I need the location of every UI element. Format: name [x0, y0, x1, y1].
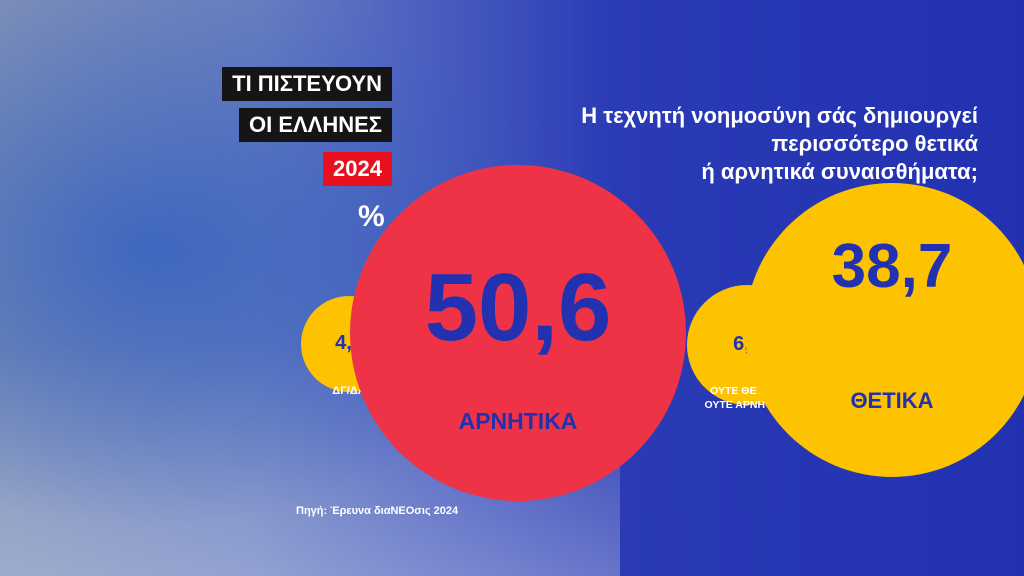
year-badge: 2024: [323, 152, 392, 186]
category-label-negative: ΑΡΝΗΤΙΚΑ: [458, 408, 578, 434]
question-line: ή αρνητικά συναισθήματα;: [701, 159, 978, 184]
category-label-dkna: ΔΓ/ΔΑ: [332, 385, 366, 397]
value-label: 50,6: [424, 254, 612, 361]
source-note: Πηγή: Έρευνα διαΝΕΟσις 2024: [296, 505, 459, 517]
bubble-negative: 50,6: [350, 165, 686, 501]
question-text: Η τεχνητή νοημοσύνη σάς δημιουργεί περισ…: [581, 102, 978, 186]
question-line: Η τεχνητή νοημοσύνη σάς δημιουργεί: [581, 103, 978, 128]
title-tag-line1: ΤΙ ΠΙΣΤΕΥΟΥΝ: [222, 67, 392, 101]
bubble-positive: 38,7: [745, 183, 1024, 477]
title-tag-line2: ΟΙ ΕΛΛΗΝΕΣ: [238, 108, 392, 142]
question-line: περισσότερο θετικά: [771, 131, 978, 156]
category-label-positive: ΘΕΤΙΚΑ: [850, 388, 934, 413]
unit-label: %: [358, 200, 385, 233]
value-label: 38,7: [831, 232, 953, 302]
